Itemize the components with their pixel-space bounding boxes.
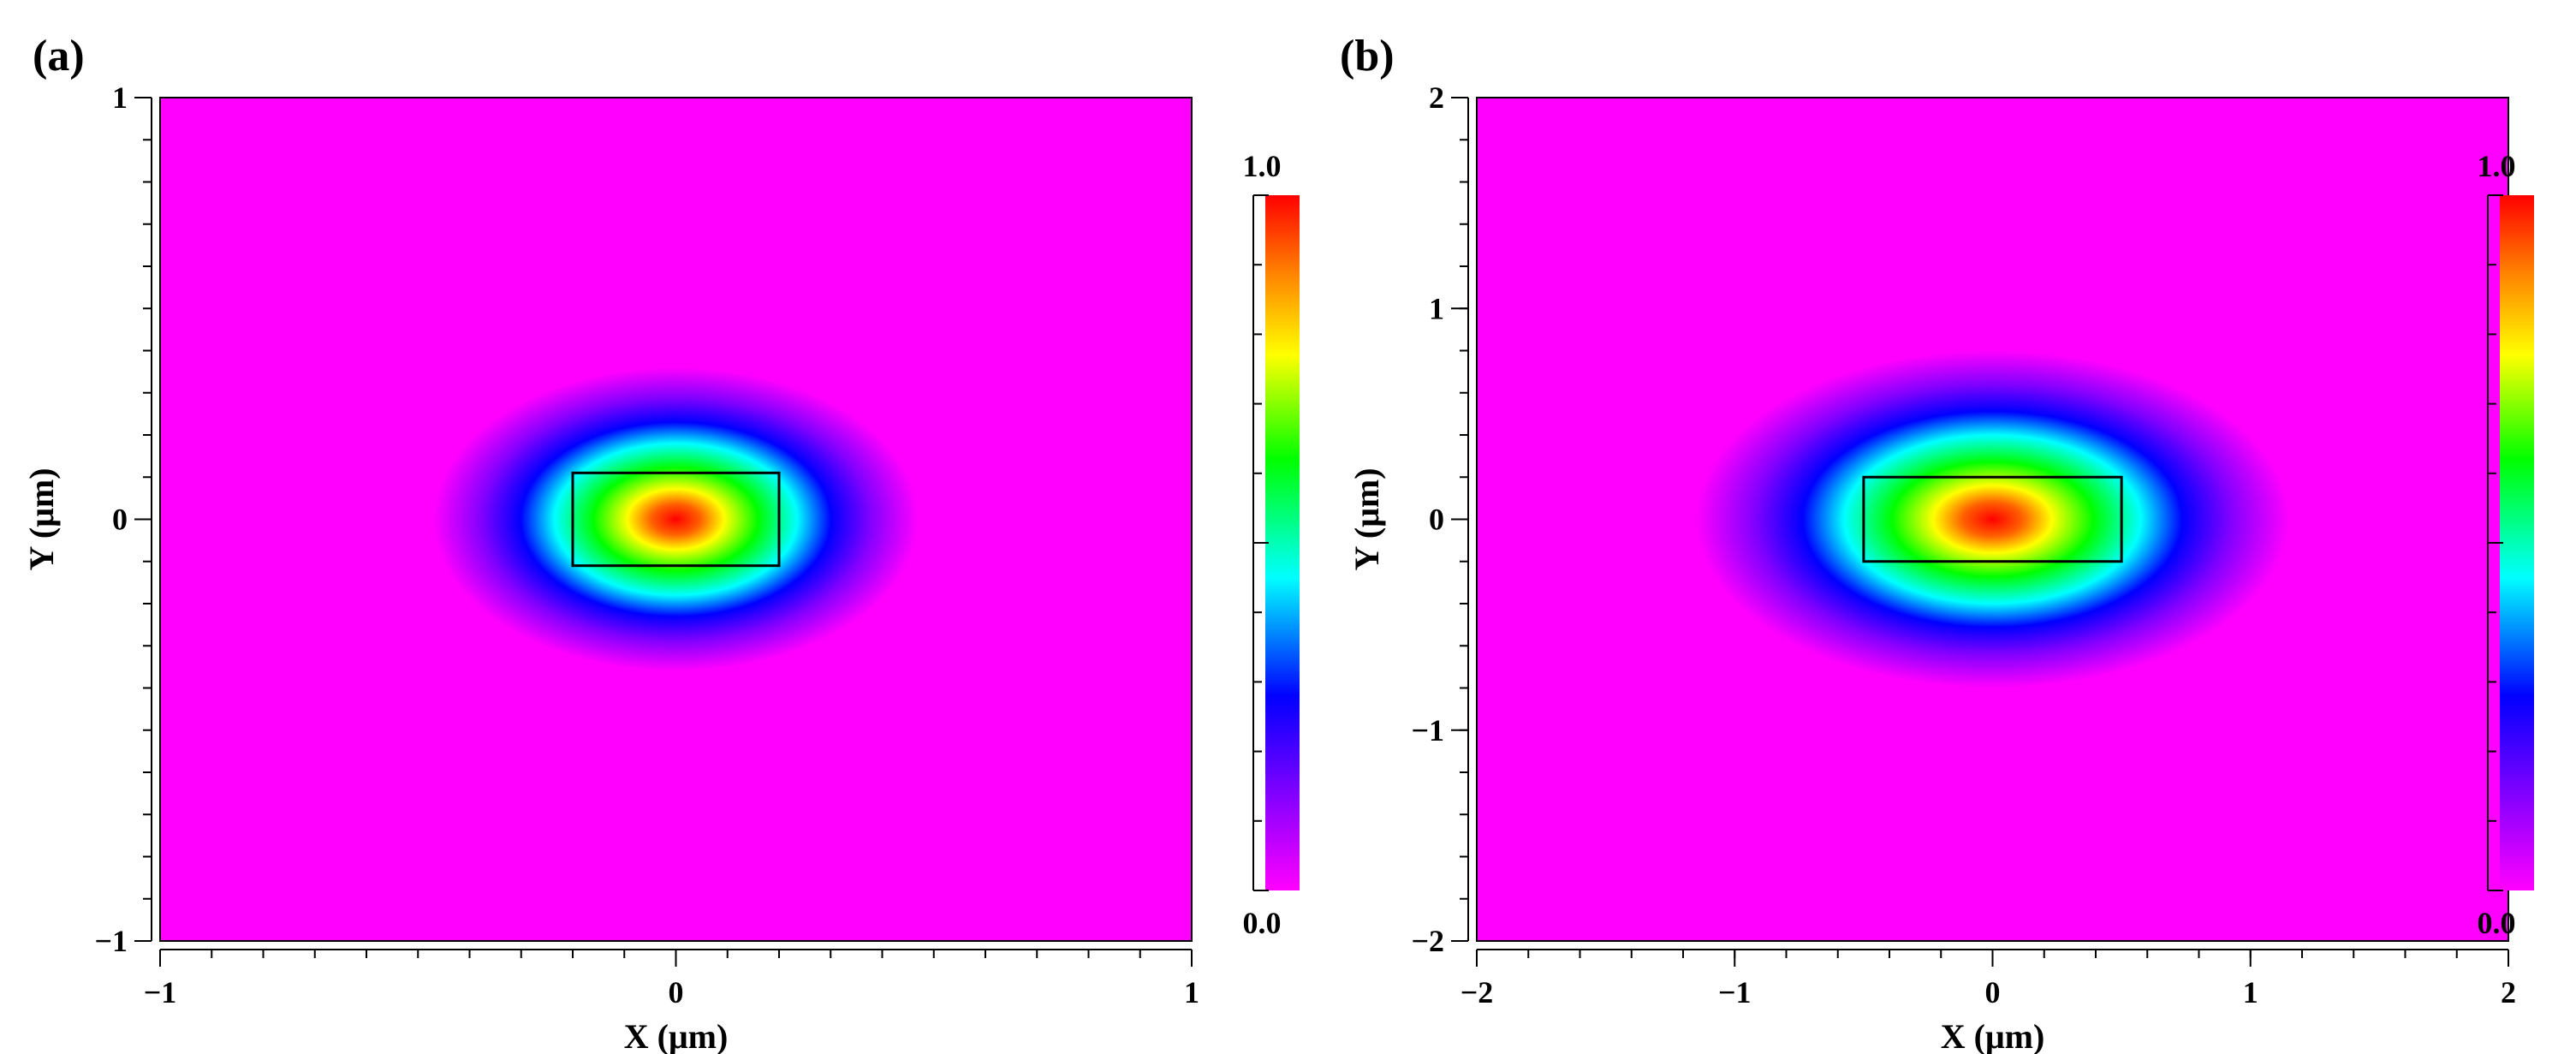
- colorbar-axis-b: [2487, 194, 2503, 891]
- x-axis-a: −1 0 1: [144, 949, 1199, 1009]
- panel-b: (b) −2 −1 0 1 2 −2 −1 0 1 2 X (μm) Y (μm) 1.0 0.…: [1340, 32, 2534, 1054]
- colorbar-min-label-a: 0.0: [1243, 906, 1282, 940]
- y-tick-label: 2: [1429, 80, 1444, 115]
- y-axis-a: −1 0 1: [94, 80, 152, 958]
- panel-label-a: (a): [33, 32, 85, 80]
- colorbar-max-label-a: 1.0: [1243, 149, 1282, 183]
- y-axis-b: −2 −1 0 1 2: [1411, 80, 1469, 958]
- panel-a: (a) −1 0 1 −1 0 1 X (μm) Y (μm) 1.0 0.0: [22, 32, 1300, 1054]
- y-tick-label: 0: [112, 503, 128, 537]
- y-tick-label: −1: [94, 924, 128, 958]
- x-tick-label: 1: [2243, 975, 2258, 1009]
- x-tick-label: −1: [1718, 975, 1752, 1009]
- mode-intensity-b: [1696, 350, 2289, 688]
- colorbar-a: 1.0 0.0: [1243, 149, 1300, 940]
- y-tick-label: −1: [1411, 713, 1444, 747]
- x-tick-label: 0: [1985, 975, 2001, 1009]
- y-axis-title-a: Y (μm): [22, 467, 61, 570]
- colorbar-gradient-b: [2500, 195, 2534, 890]
- x-tick-label: 1: [1184, 975, 1199, 1009]
- mode-intensity-a: [433, 367, 919, 671]
- x-tick-label: −2: [1461, 975, 1494, 1009]
- colorbar-axis-a: [1252, 194, 1269, 891]
- y-tick-label: −2: [1411, 924, 1444, 958]
- colorbar-max-label-b: 1.0: [2478, 149, 2516, 183]
- panel-label-b: (b): [1340, 32, 1395, 80]
- x-tick-label: 0: [669, 975, 684, 1009]
- y-axis-title-b: Y (μm): [1347, 467, 1386, 570]
- colorbar-b: 1.0 0.0: [2478, 149, 2534, 940]
- x-axis-b: −2 −1 0 1 2: [1461, 949, 2516, 1009]
- plot-frame-a: [159, 97, 1193, 942]
- colorbar-gradient-a: [1265, 195, 1300, 890]
- y-tick-label: 0: [1429, 503, 1444, 537]
- y-tick-label: 1: [1429, 291, 1444, 325]
- x-axis-title-a: X (μm): [624, 1017, 729, 1054]
- x-axis-title-b: X (μm): [1941, 1017, 2045, 1054]
- waveguide-core-b: [1862, 475, 2123, 563]
- waveguide-core-a: [571, 471, 781, 568]
- x-tick-label: 2: [2501, 975, 2516, 1009]
- y-tick-label: 1: [112, 80, 128, 115]
- x-tick-label: −1: [144, 975, 177, 1009]
- colorbar-min-label-b: 0.0: [2478, 906, 2516, 940]
